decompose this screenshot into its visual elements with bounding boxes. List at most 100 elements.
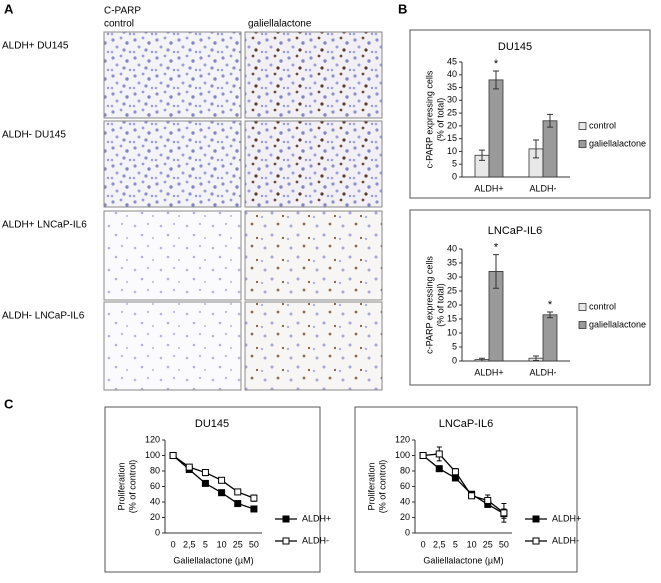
y-tick-label: 20 [447, 120, 457, 130]
y-tick-label: 120 [145, 434, 160, 444]
micrograph [244, 31, 383, 119]
error-bar [547, 113, 553, 128]
error-bar [479, 357, 485, 362]
y-tick-label: 5 [452, 159, 457, 169]
y-tick-label: 10 [447, 327, 457, 337]
x-tick-label: 25 [233, 539, 243, 549]
line [423, 453, 505, 514]
chart-frame [354, 406, 578, 573]
y-tick-label: 80 [400, 465, 410, 475]
y-tick-label: 40 [447, 69, 457, 79]
error-bar [533, 355, 539, 361]
y-axis-label: (% of control) [377, 460, 387, 514]
y-tick-label: 20 [150, 512, 160, 522]
x-tick-label: ALDH+ [474, 183, 503, 193]
micrograph [103, 301, 242, 391]
chart-frame [409, 29, 651, 199]
error-bar [493, 254, 499, 289]
marker [218, 489, 226, 497]
marker [250, 494, 258, 502]
error-bar [479, 149, 485, 161]
line [172, 454, 255, 499]
x-tick-label: 0 [171, 539, 176, 549]
y-axis-label: Proliferation [366, 462, 376, 510]
y-axis-label: (% of total) [435, 98, 445, 142]
panel-label: B [398, 1, 407, 16]
header: C-PARP [104, 6, 141, 17]
y-tick-label: 40 [447, 243, 457, 253]
error-bar [533, 139, 539, 159]
micrograph [244, 120, 383, 208]
annotation: * [494, 58, 499, 70]
legend-swatch [578, 140, 587, 148]
micrograph [244, 210, 383, 301]
bar [542, 120, 558, 178]
legend-label: control [589, 120, 616, 130]
y-tick-label: 60 [150, 481, 160, 491]
marker [500, 509, 508, 517]
marker [419, 452, 427, 459]
marker [234, 488, 242, 496]
legend-swatch [532, 515, 540, 523]
x-tick-label: 25 [483, 539, 493, 549]
marker [169, 452, 177, 459]
marker [468, 492, 476, 500]
column-label: control [104, 19, 134, 30]
micrograph [103, 31, 242, 119]
marker [201, 479, 209, 487]
bar [488, 79, 504, 178]
error-bar [547, 311, 553, 319]
y-tick-label: 10 [447, 146, 457, 156]
chart-frame [409, 209, 651, 386]
marker [435, 465, 443, 473]
y-tick-label: 15 [447, 313, 457, 323]
legend-swatch [282, 537, 290, 545]
y-tick-label: 100 [395, 450, 410, 460]
chart-title: DU145 [498, 41, 532, 53]
y-tick-label: 0 [405, 527, 410, 537]
marker [250, 505, 258, 513]
column-label: galiellalactone [248, 19, 312, 30]
y-tick-label: 5 [452, 341, 457, 351]
panel-label: A [4, 1, 14, 16]
panel-label: C [4, 396, 14, 411]
marker [201, 469, 209, 477]
bar [542, 314, 558, 362]
legend-swatch [578, 122, 587, 130]
y-tick-label: 100 [145, 450, 160, 460]
y-tick-label: 35 [447, 257, 457, 267]
y-axis-label: (% of control) [127, 460, 137, 514]
legend-label: control [589, 301, 616, 311]
x-tick-label: 5 [453, 539, 458, 549]
x-tick-label: 10 [217, 539, 227, 549]
chart-frame [104, 406, 321, 573]
legend-swatch [282, 515, 290, 523]
legend-swatch [578, 303, 587, 311]
y-axis-label: c-PARP expressing cells [424, 256, 434, 354]
x-tick-label: 5 [203, 539, 208, 549]
legend-label: ALDH+ [302, 513, 331, 523]
y-tick-label: 25 [447, 285, 457, 295]
y-tick-label: 40 [400, 496, 410, 506]
y-tick-label: 40 [150, 496, 160, 506]
x-tick-label: ALDH- [529, 183, 556, 193]
x-tick-label: 50 [249, 539, 259, 549]
legend-label: galiellalactone [589, 138, 646, 148]
y-tick-label: 30 [447, 271, 457, 281]
row-label: ALDH- DU145 [2, 130, 66, 141]
y-tick-label: 25 [447, 107, 457, 117]
y-axis-label: c-PARP expressing cells [424, 70, 434, 168]
legend-label: galiellalactone [589, 319, 646, 329]
y-tick-label: 60 [400, 481, 410, 491]
legend-label: ALDH- [302, 535, 329, 545]
legend-swatch [532, 537, 540, 545]
y-tick-label: 0 [155, 527, 160, 537]
annotation: * [494, 242, 499, 254]
annotation: * [548, 299, 553, 311]
row-label: ALDH+ DU145 [2, 41, 69, 52]
marker [451, 468, 459, 476]
y-tick-label: 20 [400, 512, 410, 522]
legend-swatch [578, 321, 587, 329]
y-axis-label: Proliferation [116, 462, 126, 510]
